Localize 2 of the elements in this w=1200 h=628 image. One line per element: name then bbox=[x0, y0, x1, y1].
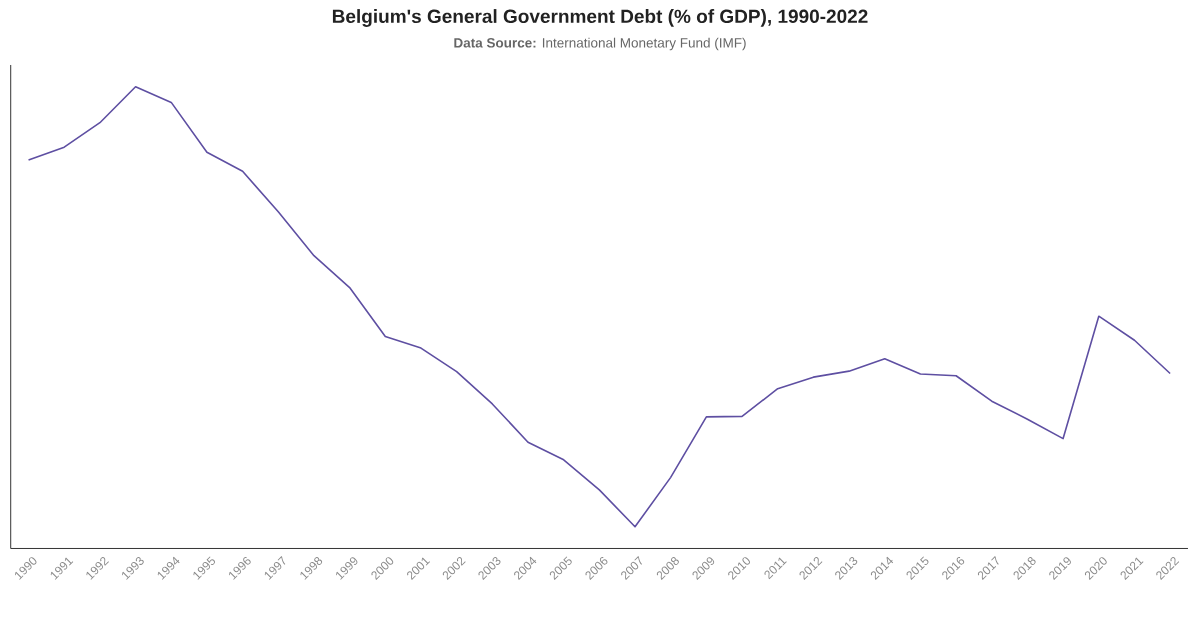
chart-title: Belgium's General Government Debt (% of GDP), 1990-2022 bbox=[332, 9, 868, 27]
chart-subtitle: Data Source: International Monetary Fund (IMF) bbox=[454, 37, 746, 51]
